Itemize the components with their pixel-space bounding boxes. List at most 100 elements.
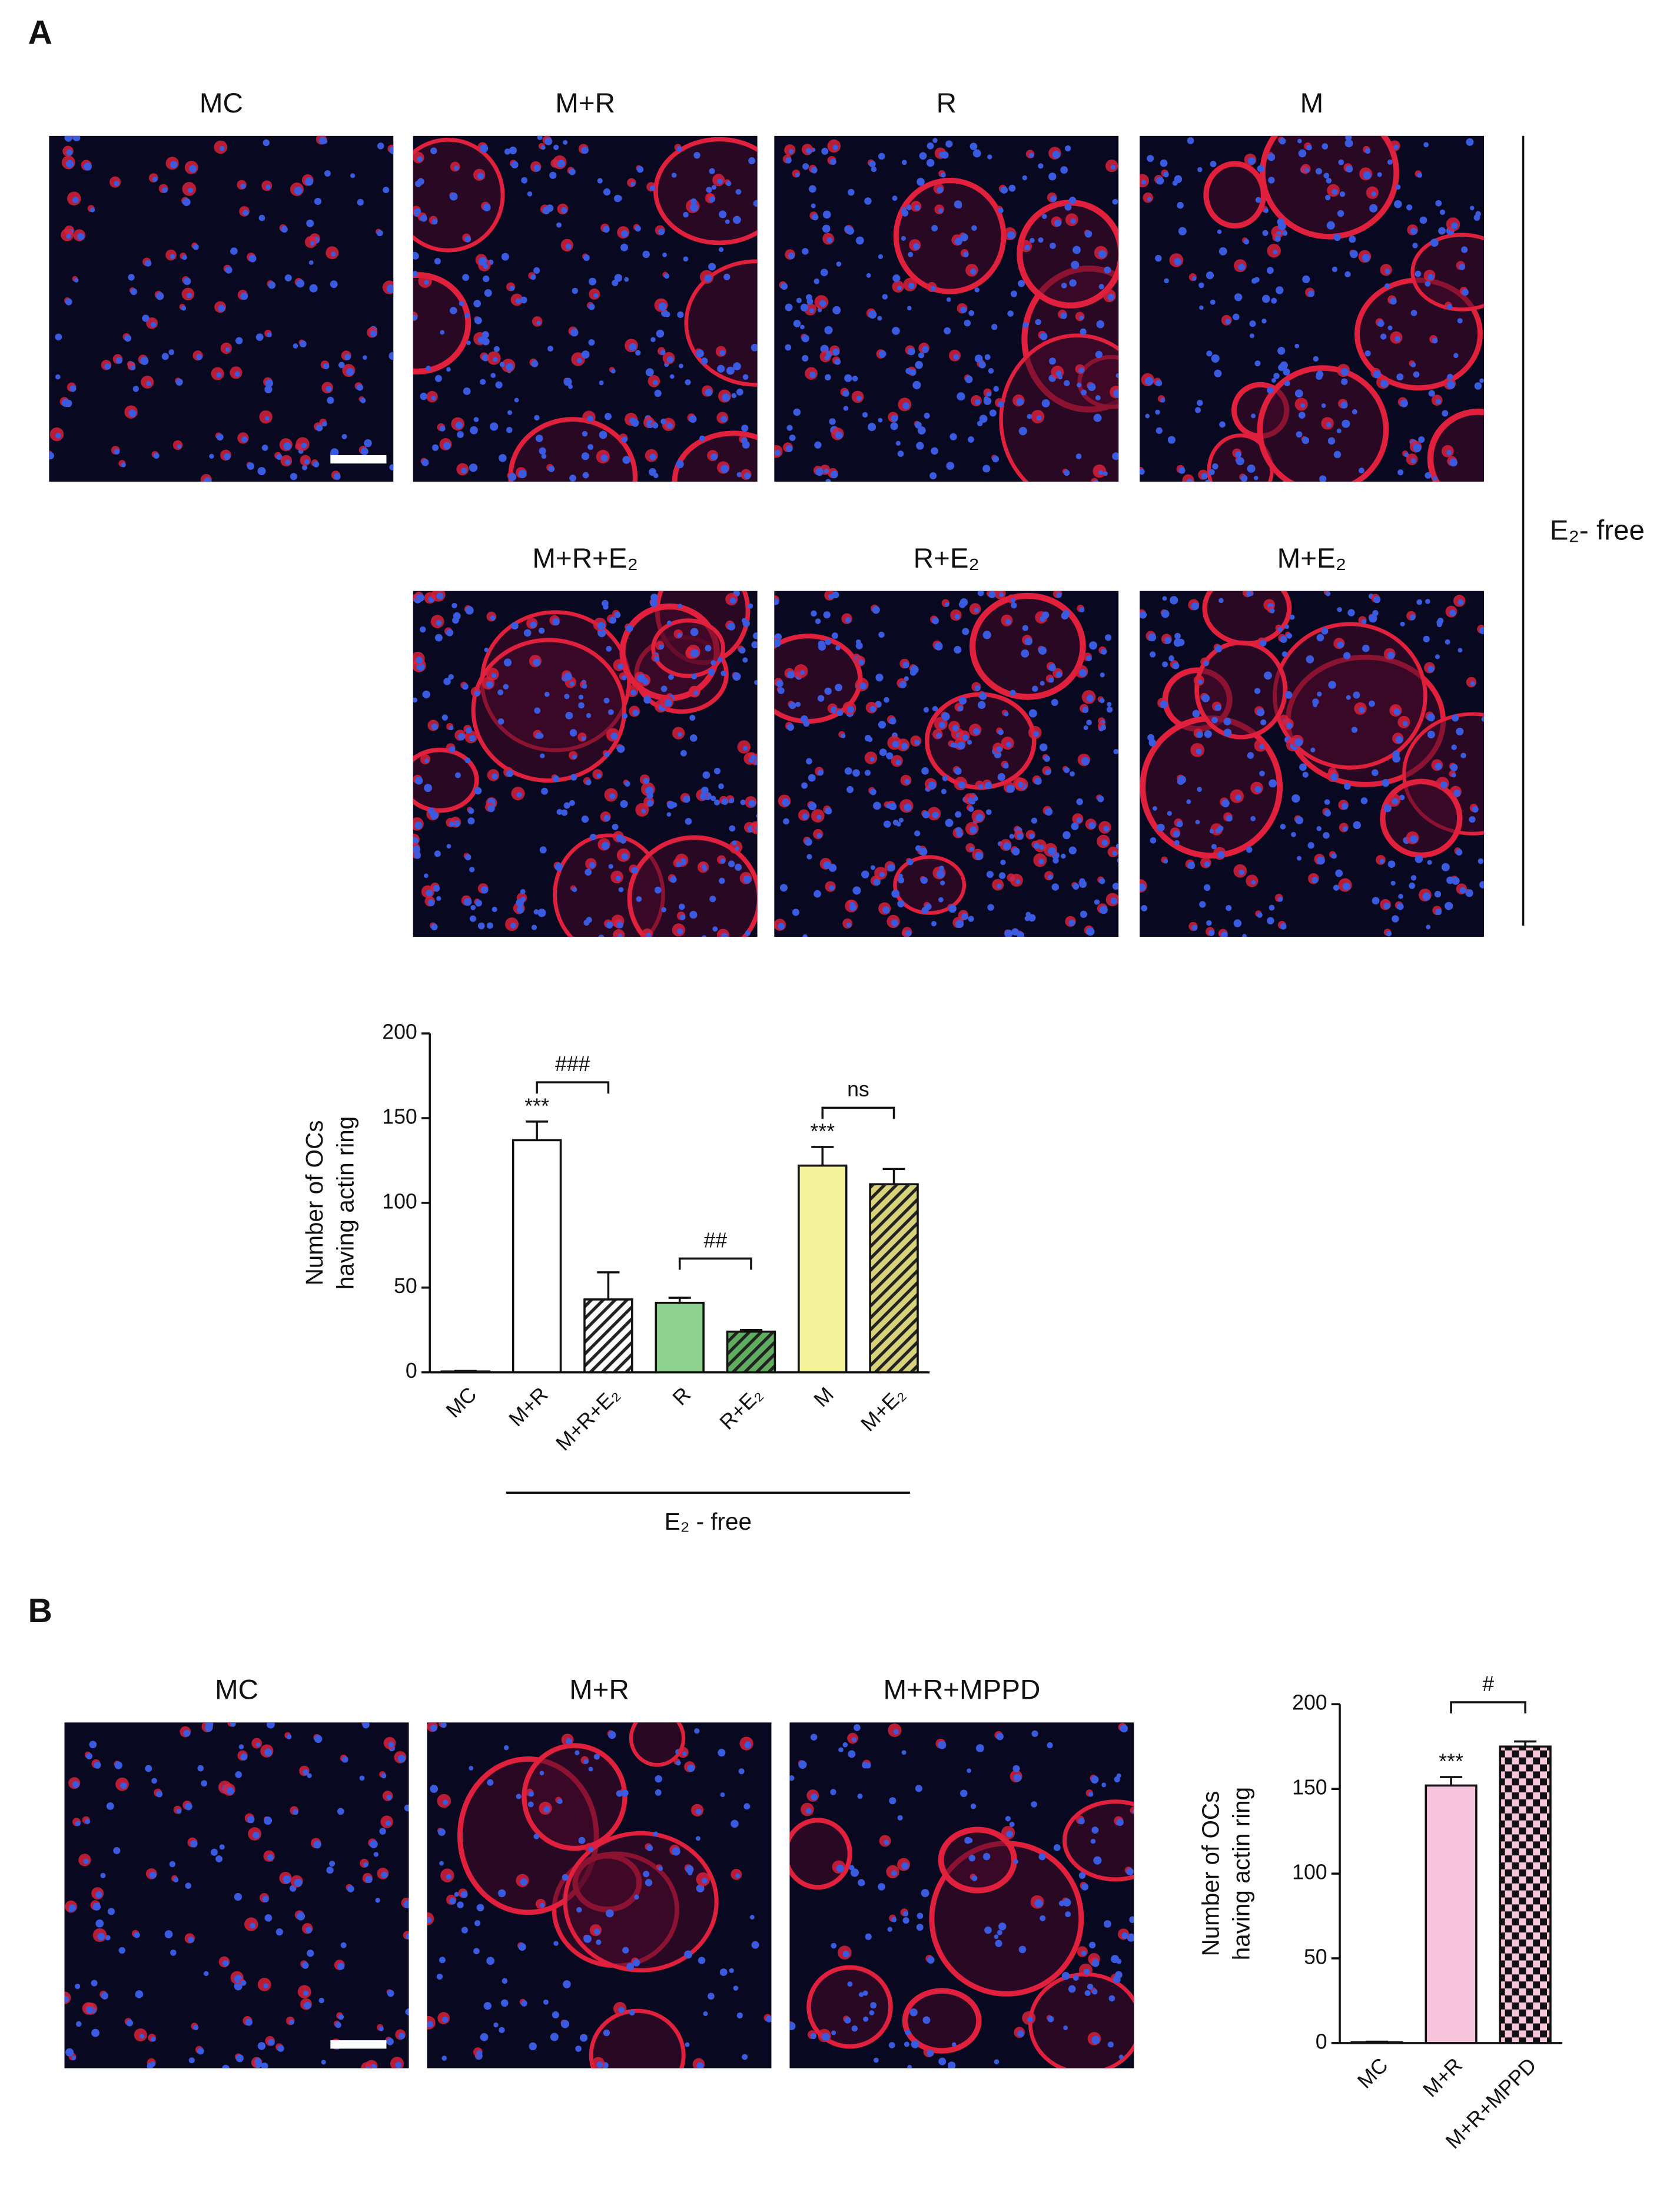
nucleus bbox=[1441, 863, 1450, 871]
nucleus bbox=[1316, 826, 1322, 831]
nucleus bbox=[755, 826, 758, 831]
image-title: M+R bbox=[569, 1674, 629, 1705]
nucleus bbox=[624, 277, 629, 282]
nucleus bbox=[1088, 822, 1096, 829]
nucleus bbox=[225, 347, 230, 352]
nucleus bbox=[824, 326, 833, 334]
nucleus bbox=[975, 814, 984, 822]
nucleus bbox=[1120, 1724, 1128, 1733]
nucleus bbox=[585, 868, 592, 876]
nucleus bbox=[457, 431, 464, 438]
nucleus bbox=[917, 426, 926, 435]
nucleus bbox=[832, 591, 839, 599]
nucleus bbox=[440, 1722, 447, 1728]
nucleus bbox=[443, 678, 451, 685]
nucleus bbox=[1033, 843, 1040, 849]
nucleus bbox=[871, 166, 877, 173]
nucleus bbox=[294, 186, 303, 195]
nucleus bbox=[1076, 817, 1083, 823]
nucleus bbox=[1278, 364, 1286, 372]
nucleus bbox=[637, 674, 646, 682]
nucleus bbox=[736, 2012, 743, 2019]
nucleus bbox=[873, 2057, 879, 2063]
nucleus bbox=[809, 308, 815, 313]
y-tick-label: 100 bbox=[1292, 1861, 1327, 1884]
nucleus bbox=[793, 408, 801, 416]
nucleus bbox=[1469, 816, 1476, 823]
nucleus bbox=[1432, 337, 1438, 344]
nucleus bbox=[890, 422, 898, 430]
nucleus bbox=[938, 208, 944, 214]
nucleus bbox=[718, 1749, 726, 1757]
nucleus bbox=[634, 1894, 639, 1900]
nucleus bbox=[996, 746, 1002, 752]
nucleus bbox=[1025, 911, 1031, 917]
nucleus bbox=[593, 1928, 600, 1935]
nucleus bbox=[1350, 250, 1358, 258]
nucleus bbox=[974, 354, 983, 363]
nucleus bbox=[888, 2042, 895, 2048]
nucleus bbox=[1390, 297, 1397, 305]
nucleus bbox=[732, 840, 737, 846]
nucleus bbox=[1054, 219, 1061, 227]
nucleus bbox=[1044, 755, 1050, 762]
nucleus bbox=[324, 170, 331, 177]
nucleus bbox=[1294, 343, 1300, 349]
nucleus bbox=[263, 1983, 268, 1989]
nucleus bbox=[1261, 319, 1267, 324]
nucleus bbox=[1399, 794, 1405, 801]
nucleus bbox=[713, 799, 720, 805]
nucleus bbox=[1114, 1776, 1120, 1783]
nucleus bbox=[576, 357, 583, 363]
nucleus bbox=[751, 641, 758, 649]
nucleus bbox=[859, 682, 867, 689]
micrograph bbox=[427, 1722, 772, 2068]
nucleus bbox=[106, 1802, 114, 1810]
side-label: E₂- free bbox=[1550, 515, 1645, 546]
nucleus bbox=[536, 320, 541, 326]
nucleus bbox=[560, 2020, 569, 2028]
nucleus bbox=[745, 930, 751, 936]
nucleus bbox=[721, 933, 728, 937]
nucleus bbox=[1256, 708, 1265, 717]
nucleus bbox=[702, 771, 710, 779]
nucleus bbox=[652, 380, 658, 386]
nucleus bbox=[502, 1978, 508, 1984]
nucleus bbox=[898, 877, 905, 884]
nucleus bbox=[849, 901, 855, 907]
nucleus bbox=[1098, 470, 1104, 475]
nucleus bbox=[721, 416, 728, 423]
nucleus bbox=[1192, 710, 1200, 718]
nucleus bbox=[1284, 380, 1290, 387]
nucleus bbox=[1022, 322, 1029, 328]
nucleus bbox=[1210, 161, 1217, 167]
nucleus bbox=[915, 360, 923, 369]
nucleus bbox=[1436, 622, 1442, 628]
nucleus bbox=[1032, 685, 1038, 692]
osteoclast bbox=[1062, 1799, 1134, 1882]
nucleus bbox=[1297, 138, 1302, 144]
nucleus bbox=[909, 2008, 918, 2017]
osteoclast bbox=[684, 259, 758, 387]
nucleus bbox=[806, 758, 812, 765]
nucleus bbox=[161, 353, 169, 360]
nucleus bbox=[245, 2018, 253, 2026]
nucleus bbox=[656, 329, 665, 338]
nucleus bbox=[904, 803, 912, 811]
nucleus bbox=[974, 399, 981, 405]
nucleus bbox=[932, 138, 938, 143]
nucleus bbox=[680, 750, 687, 757]
nucleus bbox=[727, 622, 736, 631]
nucleus bbox=[257, 467, 266, 476]
nucleus bbox=[1030, 237, 1035, 243]
nucleus bbox=[1038, 858, 1044, 864]
nucleus bbox=[495, 381, 503, 389]
nucleus bbox=[865, 1933, 872, 1940]
nucleus bbox=[492, 773, 498, 780]
nucleus bbox=[240, 292, 248, 300]
nucleus bbox=[314, 1735, 323, 1743]
y-axis-label: Number of OCs bbox=[301, 1120, 328, 1286]
nucleus bbox=[544, 691, 550, 697]
nucleus bbox=[1347, 609, 1355, 616]
nucleus bbox=[689, 415, 697, 423]
